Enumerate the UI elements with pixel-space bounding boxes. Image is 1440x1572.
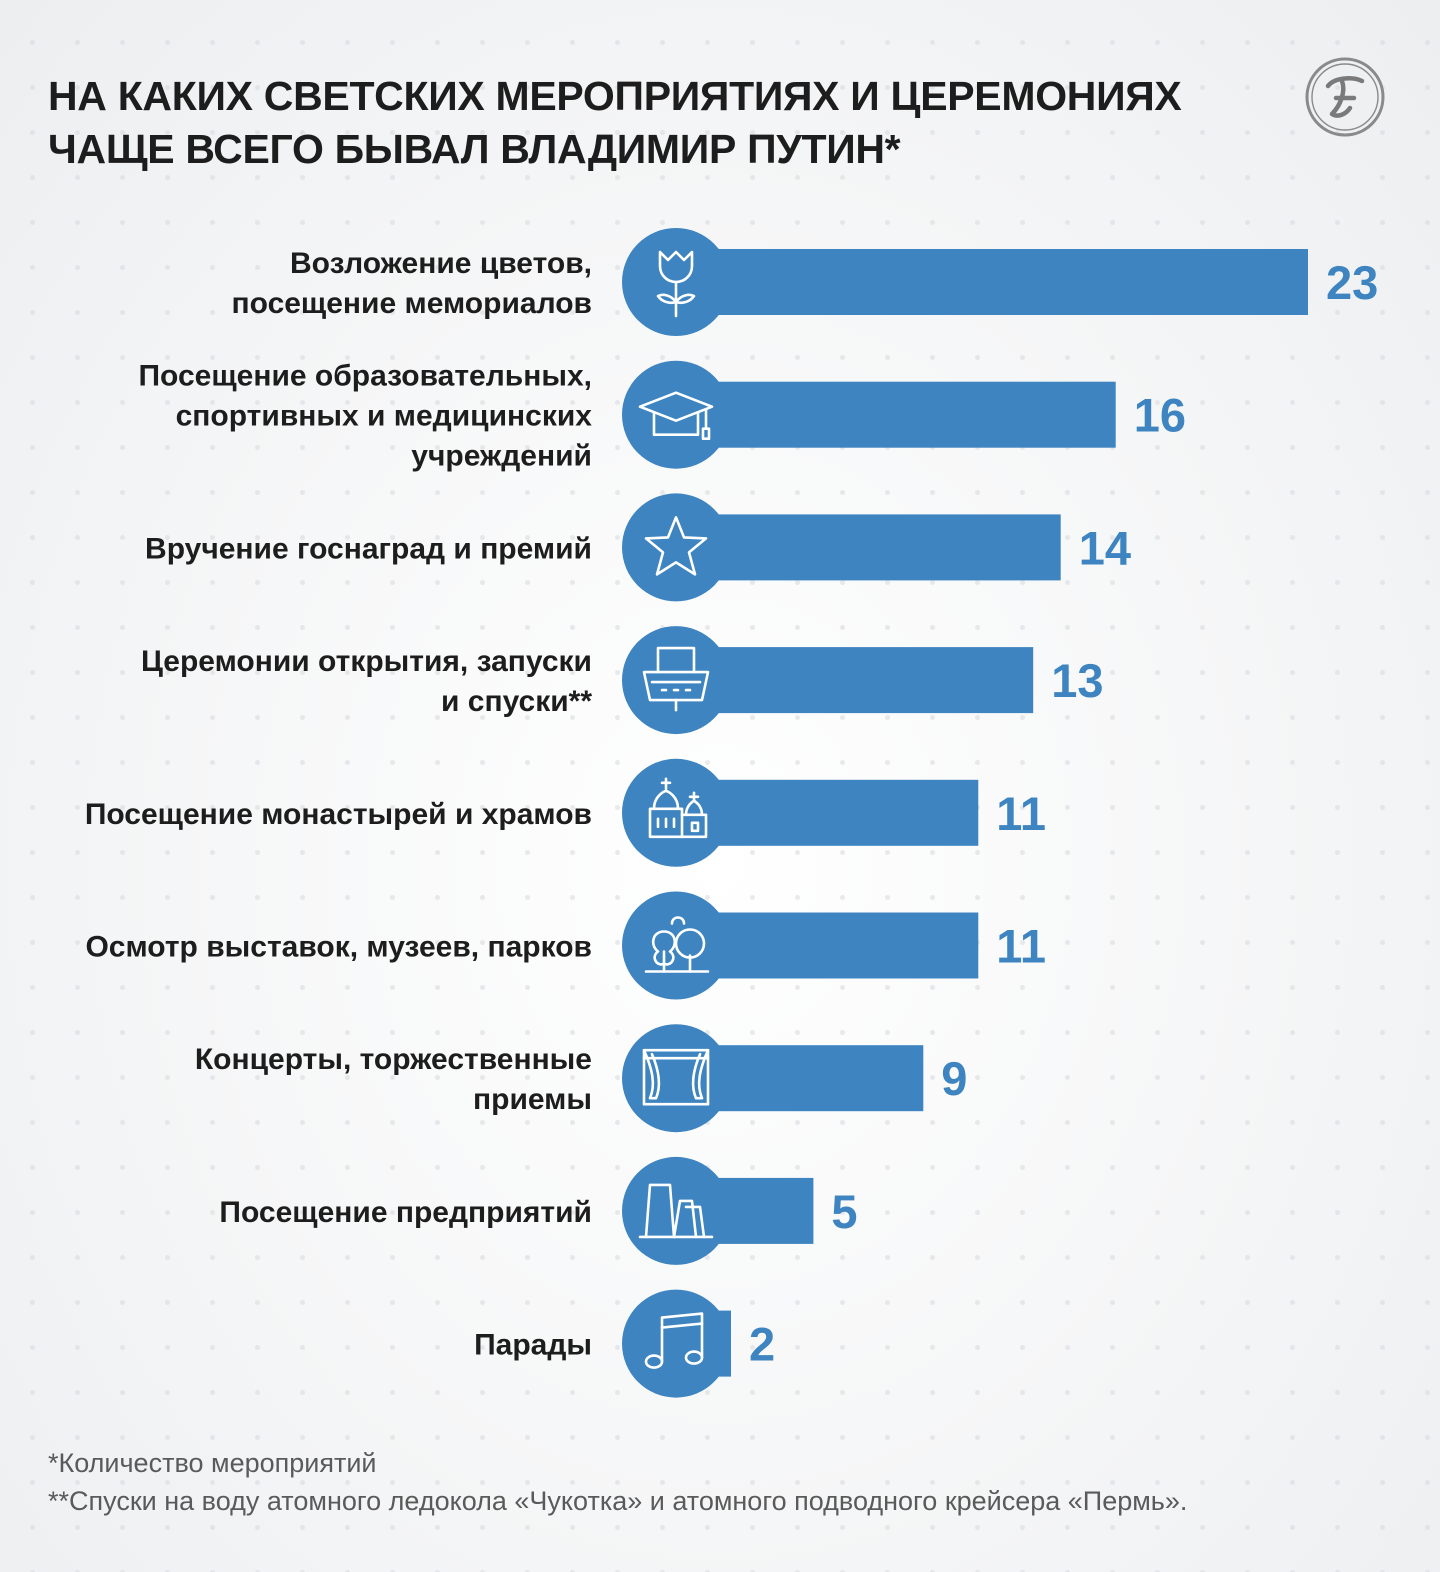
category-label-1-1: Возложение цветов, <box>290 247 592 280</box>
icon-badge-2 <box>622 360 730 469</box>
category-label-3-1: Вручение госнаград и премий <box>145 532 592 565</box>
church-icon <box>648 777 708 839</box>
icon-badge-9 <box>622 1289 730 1398</box>
bar-2 <box>676 381 1116 448</box>
star-icon <box>644 516 708 576</box>
category-label-7-2: приемы <box>473 1083 592 1116</box>
category-label-6-1: Осмотр выставок, музеев, парков <box>85 931 592 964</box>
value-label-8: 5 <box>831 1185 857 1238</box>
title-line-1: НА КАКИХ СВЕТСКИХ МЕРОПРИЯТИЯХ И ЦЕРЕМОН… <box>48 73 1182 119</box>
value-label-9: 2 <box>749 1318 775 1371</box>
title-line-2: ЧАЩЕ ВСЕГО БЫВАЛ ВЛАДИМИР ПУТИН* <box>48 126 901 172</box>
bar-3 <box>676 514 1061 581</box>
category-label-4-2: и спуски** <box>441 685 592 718</box>
footnotes: *Количество мероприятий **Спуски на воду… <box>48 1444 1408 1520</box>
stage-curtain-icon <box>642 1048 710 1106</box>
value-label-2: 16 <box>1134 389 1186 442</box>
category-label-2-3: учреждений <box>411 440 592 473</box>
footnote-2: **Спуски на воду атомного ледокола «Чуко… <box>48 1486 1188 1516</box>
value-label-3: 14 <box>1079 521 1131 574</box>
trees-icon <box>644 916 710 973</box>
footnote-1: *Количество мероприятий <box>48 1448 377 1478</box>
page-title: НА КАКИХ СВЕТСКИХ МЕРОПРИЯТИЯХ И ЦЕРЕМОН… <box>48 70 1228 176</box>
category-label-1-2: посещение мемориалов <box>232 287 592 320</box>
factory-icon <box>638 1183 714 1239</box>
icon-badge-8 <box>622 1156 730 1265</box>
bar-1 <box>676 249 1308 315</box>
category-label-9-1: Парады <box>474 1329 592 1362</box>
category-label-2-1: Посещение образовательных, <box>138 360 592 393</box>
category-label-2-2: спортивных и медицинских <box>176 400 593 433</box>
value-label-1: 23 <box>1326 256 1378 309</box>
publisher-logo-icon <box>1305 57 1385 137</box>
value-label-6: 11 <box>996 920 1046 973</box>
category-label-7-1: Концерты, торжественные <box>195 1043 592 1076</box>
bar-4 <box>676 647 1034 714</box>
music-note-icon <box>644 1312 704 1369</box>
value-label-4: 13 <box>1051 654 1103 707</box>
category-label-5-1: Посещение монастырей и храмов <box>85 798 592 831</box>
value-label-5: 11 <box>996 787 1046 840</box>
value-label-7: 9 <box>941 1052 967 1105</box>
category-label-4-1: Церемонии открытия, запуски <box>141 645 592 678</box>
icon-badge-3 <box>622 493 730 602</box>
flower-icon <box>656 250 696 318</box>
category-label-8-1: Посещение предприятий <box>219 1196 592 1229</box>
graduation-cap-icon <box>638 391 714 441</box>
ship-icon <box>642 646 710 712</box>
icon-badge-5 <box>622 758 730 867</box>
icon-badge-4 <box>622 626 730 735</box>
icon-badge-7 <box>622 1024 730 1133</box>
